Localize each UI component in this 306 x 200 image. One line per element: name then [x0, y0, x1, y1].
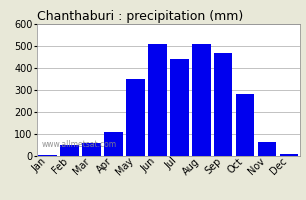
- Bar: [280, 154, 298, 156]
- Bar: [104, 132, 123, 156]
- Bar: [82, 143, 101, 156]
- Bar: [236, 94, 254, 156]
- Bar: [38, 155, 57, 156]
- Bar: [60, 145, 79, 156]
- Text: www.allmetsat.com: www.allmetsat.com: [42, 140, 117, 149]
- Bar: [192, 44, 211, 156]
- Bar: [126, 79, 145, 156]
- Bar: [170, 59, 188, 156]
- Text: Chanthaburi : precipitation (mm): Chanthaburi : precipitation (mm): [37, 10, 243, 23]
- Bar: [148, 44, 167, 156]
- Bar: [214, 53, 233, 156]
- Bar: [258, 142, 276, 156]
